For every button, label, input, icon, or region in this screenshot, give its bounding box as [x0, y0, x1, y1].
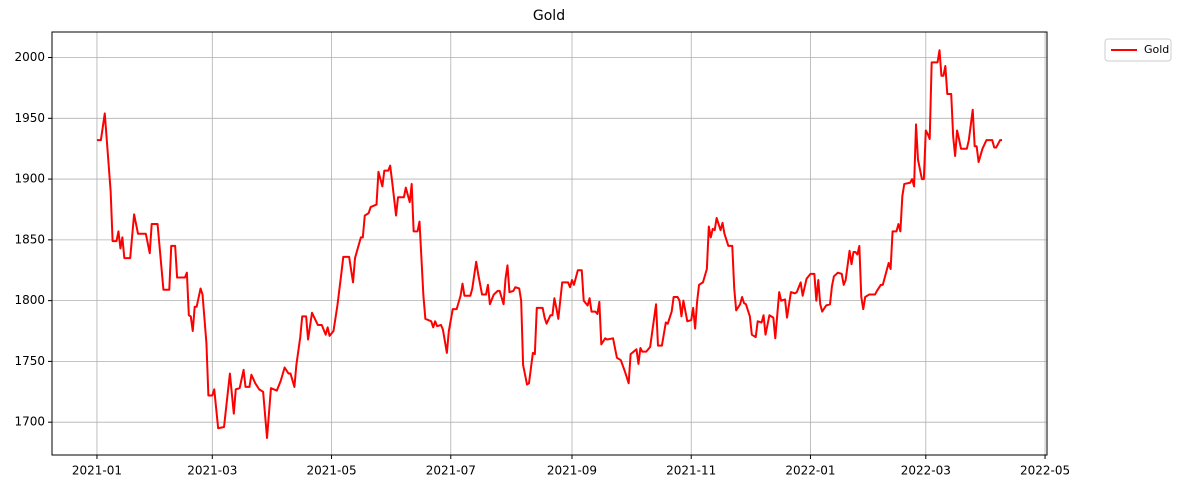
x-tick-label: 2021-01: [72, 464, 122, 478]
plot-frame: [51, 31, 1048, 456]
x-tick-label: 2022-01: [785, 464, 835, 478]
x-tick-label: 2021-07: [426, 464, 476, 478]
y-tick-label: 1800: [14, 293, 45, 307]
y-tick-label: 1950: [14, 111, 45, 125]
y-tick-label: 1850: [14, 232, 45, 246]
chart-title: Gold: [533, 8, 565, 24]
x-tick-label: 2021-03: [187, 464, 237, 478]
x-tick-label: 2021-05: [306, 464, 356, 478]
y-tick-label: 1750: [14, 354, 45, 368]
y-tick-label: 1700: [14, 415, 45, 429]
x-tick-label: 2021-09: [547, 464, 597, 478]
data-line: [96, 49, 1003, 439]
y-tick-label: 1900: [14, 172, 45, 186]
x-tick-label: 2022-03: [901, 464, 951, 478]
x-tick-label: 2022-05: [1020, 464, 1070, 478]
legend-label: Gold: [1144, 43, 1169, 56]
y-tick-label: 2000: [14, 50, 45, 64]
legend-box: [1104, 38, 1172, 62]
x-tick-label: 2021-11: [666, 464, 716, 478]
